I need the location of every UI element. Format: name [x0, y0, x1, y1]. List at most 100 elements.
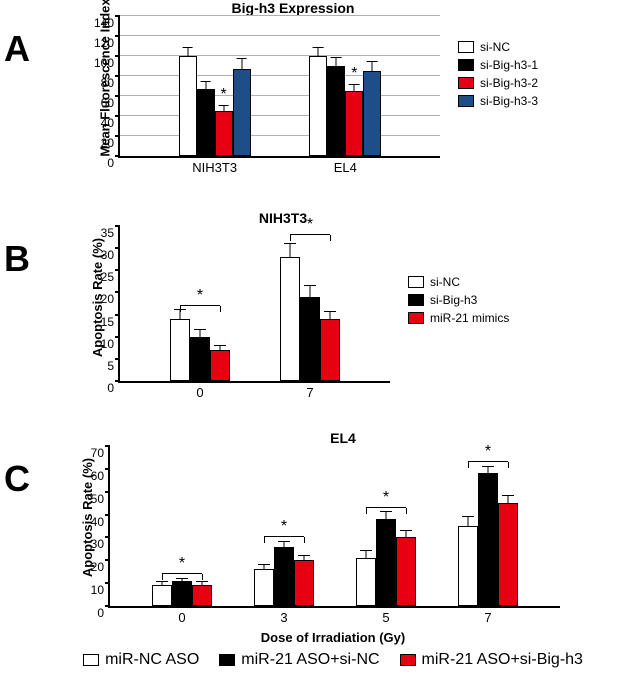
bar	[396, 537, 416, 606]
y-tick: 20	[101, 136, 120, 150]
bar	[478, 473, 498, 606]
sig-marker: *	[383, 489, 389, 507]
legend-swatch	[458, 77, 474, 89]
y-tick: 30	[101, 248, 120, 262]
bar	[197, 89, 215, 156]
x-tick: 0	[196, 381, 203, 400]
legend-swatch	[83, 654, 99, 666]
panel-a: A Big-h3 Expression Mean Fluorescence In…	[0, 0, 632, 200]
y-tick: 10	[101, 337, 120, 351]
bar	[376, 519, 396, 606]
bar	[274, 547, 294, 606]
chart-b-title: NIH3T3	[78, 210, 488, 226]
bar	[363, 71, 381, 156]
legend-label: miR-NC ASO	[105, 651, 199, 669]
legend-label: si-NC	[430, 275, 460, 289]
y-tick: 70	[91, 446, 110, 460]
legend-label: si-Big-h3-1	[480, 58, 538, 72]
panel-c: C EL4 Apoptosis Rate (%) 010203040506070…	[0, 430, 632, 690]
y-tick: 80	[101, 76, 120, 90]
y-tick: 60	[101, 96, 120, 110]
bar	[190, 337, 210, 381]
chart-c-title: EL4	[108, 430, 578, 446]
panel-a-letter: A	[4, 28, 30, 70]
bar	[215, 111, 233, 156]
sig-marker: *	[221, 86, 227, 104]
legend-swatch	[219, 654, 235, 666]
sig-marker: *	[351, 65, 357, 83]
panel-b-letter: B	[4, 238, 30, 280]
legend-c: miR-NC ASOmiR-21 ASO+si-NCmiR-21 ASO+si-…	[108, 651, 558, 669]
sig-marker: *	[307, 216, 313, 234]
legend-item: si-Big-h3-3	[458, 94, 538, 108]
y-tick: 0	[107, 156, 120, 170]
bar	[498, 503, 518, 606]
legend-label: miR-21 ASO+si-Big-h3	[422, 651, 583, 669]
bar	[152, 585, 172, 606]
bar	[172, 581, 192, 606]
y-tick: 30	[91, 537, 110, 551]
bar	[170, 319, 190, 381]
panel-b: B NIH3T3 Apoptosis Rate (%) 051015202530…	[0, 210, 632, 420]
y-tick: 35	[101, 226, 120, 240]
x-tick: EL4	[334, 156, 357, 175]
y-tick: 60	[91, 469, 110, 483]
legend-item: miR-21 ASO+si-NC	[219, 651, 379, 669]
chart-c-xlabel: Dose of Irradiation (Gy)	[108, 630, 558, 645]
y-tick: 0	[107, 381, 120, 395]
bar	[327, 66, 345, 156]
y-tick: 120	[94, 36, 120, 50]
plot-a: 020406080100120140NIH3T3*EL4*	[118, 16, 440, 158]
legend-label: si-Big-h3-3	[480, 94, 538, 108]
bar	[192, 585, 212, 606]
legend-item: miR-NC ASO	[83, 651, 199, 669]
legend-swatch	[408, 276, 424, 288]
y-tick: 10	[91, 583, 110, 597]
legend-label: si-Big-h3	[430, 293, 477, 307]
x-tick: 0	[178, 606, 185, 625]
y-tick: 20	[101, 292, 120, 306]
bar	[309, 56, 327, 156]
chart-a: Big-h3 Expression Mean Fluorescence Inde…	[118, 0, 488, 158]
bar	[233, 69, 251, 156]
bar	[458, 526, 478, 606]
chart-a-title: Big-h3 Expression	[98, 0, 488, 16]
y-tick: 15	[101, 315, 120, 329]
x-tick: NIH3T3	[192, 156, 237, 175]
legend-a: si-NC si-Big-h3-1 si-Big-h3-2 si-Big-h3-3	[458, 40, 538, 112]
y-tick: 0	[97, 606, 110, 620]
y-tick: 100	[94, 56, 120, 70]
legend-label: si-Big-h3-2	[480, 76, 538, 90]
bar	[356, 558, 376, 606]
x-tick: 3	[280, 606, 287, 625]
y-tick: 40	[91, 515, 110, 529]
bar	[210, 350, 230, 381]
panel-c-letter: C	[4, 458, 30, 500]
legend-label: miR-21 ASO+si-NC	[241, 651, 379, 669]
legend-label: si-NC	[480, 40, 510, 54]
chart-c: EL4 Apoptosis Rate (%) 01020304050607003…	[108, 430, 578, 669]
y-tick: 20	[91, 560, 110, 574]
y-tick: 140	[94, 16, 120, 30]
legend-b: si-NC si-Big-h3 miR-21 mimics	[408, 275, 509, 329]
legend-item: si-Big-h3-2	[458, 76, 538, 90]
legend-swatch	[400, 654, 416, 666]
legend-item: si-Big-h3	[408, 293, 509, 307]
y-tick: 5	[107, 359, 120, 373]
legend-item: si-Big-h3-1	[458, 58, 538, 72]
bar	[345, 91, 363, 156]
legend-swatch	[458, 95, 474, 107]
sig-marker: *	[281, 518, 287, 536]
legend-swatch	[408, 312, 424, 324]
x-tick: 7	[306, 381, 313, 400]
bar	[254, 569, 274, 606]
bar	[280, 257, 300, 381]
x-tick: 7	[484, 606, 491, 625]
bar	[179, 56, 197, 156]
bar	[300, 297, 320, 381]
plot-b: 0510152025303507**	[118, 226, 390, 383]
legend-item: miR-21 mimics	[408, 311, 509, 325]
sig-marker: *	[179, 555, 185, 573]
bar	[294, 560, 314, 606]
legend-label: miR-21 mimics	[430, 311, 509, 325]
